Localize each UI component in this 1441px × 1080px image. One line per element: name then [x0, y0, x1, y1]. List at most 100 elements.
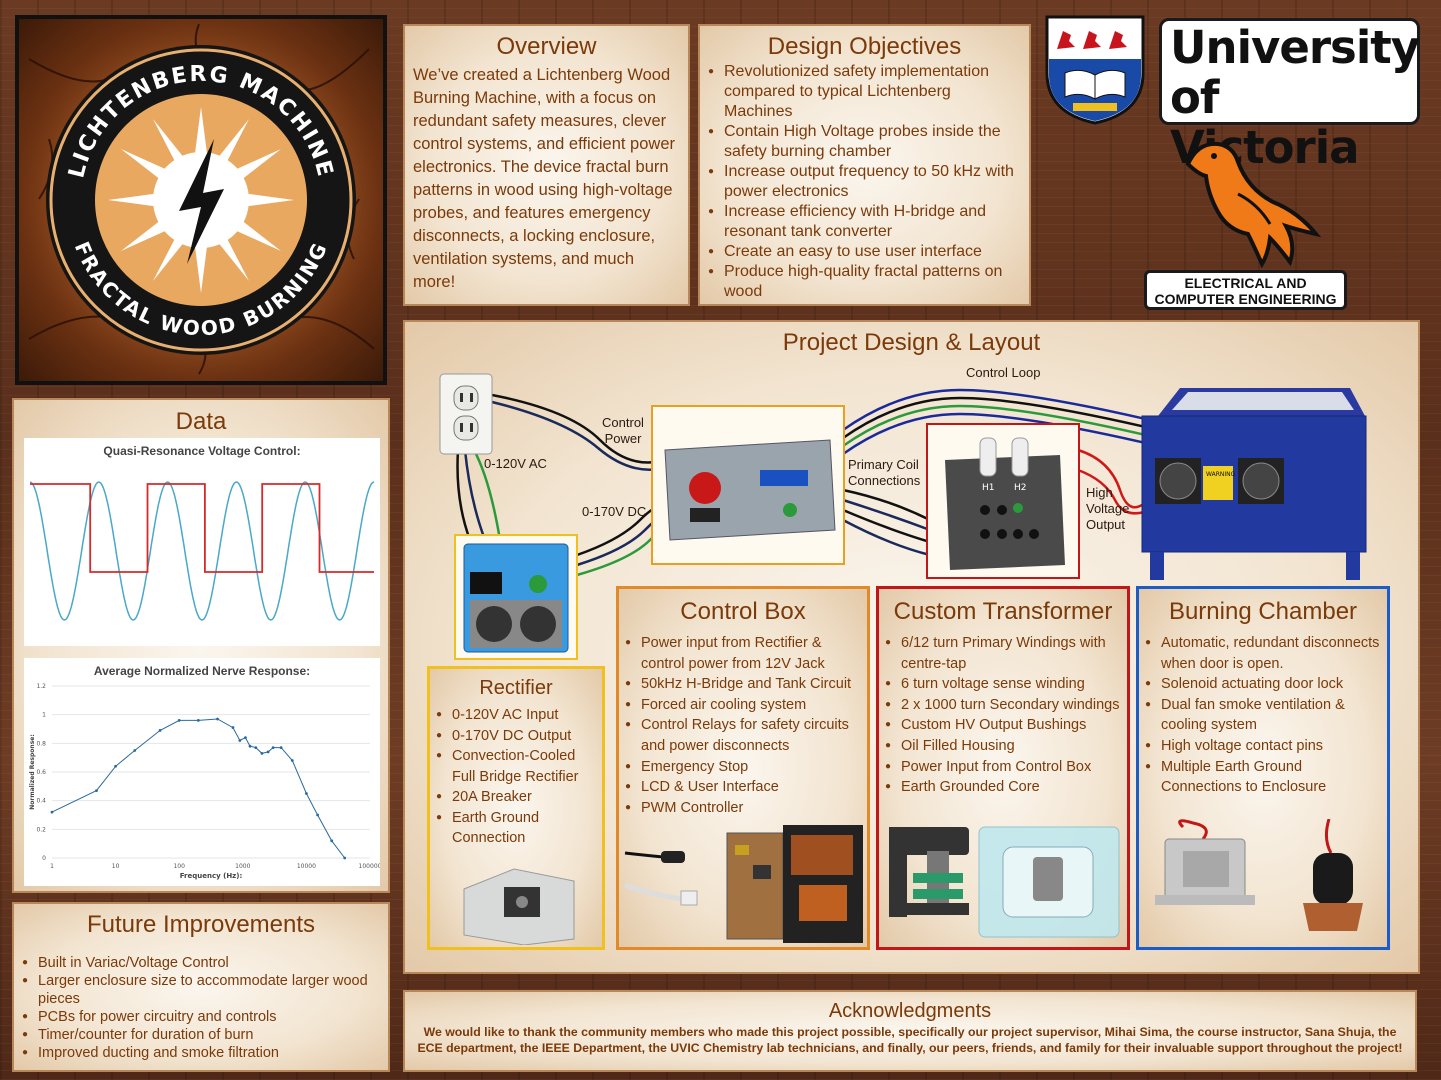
design-title: Project Design & Layout	[782, 329, 1041, 356]
y-tick-label: 0.6	[36, 769, 46, 776]
ece-badge: ELECTRICAL AND COMPUTER ENGINEERING	[1144, 270, 1347, 310]
transformer-cad-image	[889, 826, 1120, 938]
list-item: PCBs for power circuitry and controls	[22, 1008, 380, 1026]
x-tick-label: 1000	[235, 863, 250, 870]
list-item: Earth Grounded Core	[885, 777, 1121, 798]
objectives-title: Design Objectives	[767, 33, 962, 60]
nerve-response-line	[51, 718, 346, 859]
ece-line2: COMPUTER ENGINEERING	[1154, 291, 1337, 307]
list-item: Control Relays for safety circuits and p…	[625, 715, 861, 756]
data-point	[50, 810, 54, 814]
control-box-panel: Control Box Power input from Rectifier &…	[616, 586, 870, 950]
chart2-title: Average Normalized Nerve Response:	[93, 664, 311, 678]
data-panel: Data Quasi-Resonance Voltage Control: Av…	[12, 398, 390, 893]
label-hv-1: High	[1086, 485, 1113, 500]
data-point	[177, 719, 181, 722]
overview-panel: Overview We’ve created a Lichtenberg Woo…	[403, 24, 690, 306]
list-item: Forced air cooling system	[625, 695, 861, 716]
list-item: 2 x 1000 turn Secondary windings	[885, 695, 1121, 716]
project-logo: LICHTENBERG MACHINE FRACTAL WOOD BURNING	[15, 15, 387, 385]
chamber-panel: Burning Chamber Automatic, redundant dis…	[1136, 586, 1390, 950]
y-tick-label: 0.4	[36, 798, 46, 805]
data-point	[330, 839, 334, 843]
list-item: Multiple Earth Ground Connections to Enc…	[1145, 757, 1381, 798]
future-list: Built in Variac/Voltage Control Larger e…	[22, 954, 380, 1062]
ack-body: We would like to thank the community mem…	[417, 1025, 1403, 1055]
chart2-plot: 0 0.2 0.4 0.6 0.8 1 1.2 1 10 100 1000 10000 100000 Fr…	[29, 683, 380, 880]
list-item: Automatic, redundant disconnects when do…	[1145, 633, 1381, 674]
list-item: LCD & User Interface	[625, 777, 861, 798]
x-tick-label: 100	[173, 863, 185, 870]
ack-title: Acknowledgments	[828, 1000, 992, 1022]
data-point	[95, 789, 98, 793]
transformer-title: Custom Transformer	[893, 598, 1113, 625]
list-item: 50kHz H-Bridge and Tank Circuit	[625, 674, 861, 695]
transformer-list: 6/12 turn Primary Windings with centre-t…	[885, 633, 1121, 798]
list-item: Custom HV Output Bushings	[885, 715, 1121, 736]
overview-title: Overview	[496, 33, 597, 60]
label-control-power-1: Control	[602, 415, 644, 430]
data-point	[260, 751, 264, 755]
list-item: Built in Variac/Voltage Control	[22, 954, 380, 972]
control-box-device-image	[651, 405, 845, 565]
list-item: Create an easy to use user interface	[708, 242, 1021, 262]
transformer-device-image: H1 H2	[926, 423, 1080, 579]
martlet-bird-icon	[1178, 134, 1328, 269]
list-item: Oil Filled Housing	[885, 736, 1121, 757]
data-point	[238, 739, 242, 742]
control-box-list: Power input from Rectifier & control pow…	[625, 633, 861, 818]
chamber-list: Automatic, redundant disconnects when do…	[1145, 633, 1381, 798]
label-control-power: Control Power	[598, 415, 648, 447]
list-item: Earth Ground Connection	[436, 808, 596, 849]
data-point	[271, 746, 275, 750]
sine-series-line	[29, 481, 375, 621]
chamber-title: Burning Chamber	[1168, 598, 1358, 625]
list-item: Dual fan smoke ventilation & cooling sys…	[1145, 695, 1381, 736]
x-tick-label: 100000	[359, 863, 380, 870]
data-point	[316, 813, 319, 817]
list-item: PWM Controller	[625, 798, 861, 819]
data-point	[254, 746, 258, 750]
acknowledgments-panel: Acknowledgments We would like to thank t…	[403, 990, 1417, 1072]
rectifier-panel: Rectifier 0-120V AC Input 0-170V DC Outp…	[427, 666, 605, 950]
uvic-crest	[1043, 13, 1147, 125]
x-tick-label: 1	[50, 863, 54, 870]
list-item: Emergency Stop	[625, 757, 861, 778]
list-item: Power Input from Control Box	[885, 757, 1121, 778]
data-point	[305, 792, 308, 795]
label-primary: Primary Coil Connections	[848, 457, 920, 489]
list-item: Increase output frequency to 50 kHz with…	[708, 162, 1021, 202]
y-axis-label: Normalized Response:	[29, 734, 36, 809]
data-point	[196, 719, 200, 722]
data-point	[248, 744, 252, 748]
y-tick-label: 1.2	[36, 683, 46, 690]
label-hv: High Voltage Output	[1086, 485, 1129, 533]
data-point	[266, 750, 270, 754]
burning-chamber-device-image: WARNING	[1141, 388, 1367, 580]
objectives-list: Revolutionized safety implementation com…	[708, 62, 1021, 302]
chart1-plot	[29, 481, 375, 621]
label-control-power-2: Power	[604, 431, 642, 446]
uvic-line1: University	[1170, 21, 1420, 74]
list-item: Convection-Cooled Full Bridge Rectifier	[436, 746, 596, 787]
list-item: 6/12 turn Primary Windings with centre-t…	[885, 633, 1121, 674]
list-item: 20A Breaker	[436, 787, 596, 808]
data-point	[279, 746, 283, 750]
rectifier-device-image	[454, 534, 578, 660]
list-item: High voltage contact pins	[1145, 736, 1381, 757]
y-tick-label: 0	[42, 855, 46, 862]
list-item: Power input from Rectifier & control pow…	[625, 633, 861, 674]
label-hv-3: Output	[1086, 517, 1126, 532]
list-item: Larger enclosure size to accommodate lar…	[22, 972, 380, 1008]
label-primary-1: Primary Coil	[848, 457, 919, 472]
rectifier-list: 0-120V AC Input 0-170V DC Output Convect…	[436, 705, 596, 849]
label-hv-2: Voltage	[1086, 501, 1130, 516]
list-item: Improved ducting and smoke filtration	[22, 1044, 380, 1062]
label-dc: 0-170V DC	[582, 504, 647, 519]
list-item: 0-120V AC Input	[436, 705, 596, 726]
control-box-components-image	[624, 825, 863, 943]
x-tick-label: 10	[112, 863, 120, 870]
control-box-title: Control Box	[680, 598, 806, 625]
data-point	[114, 764, 117, 768]
